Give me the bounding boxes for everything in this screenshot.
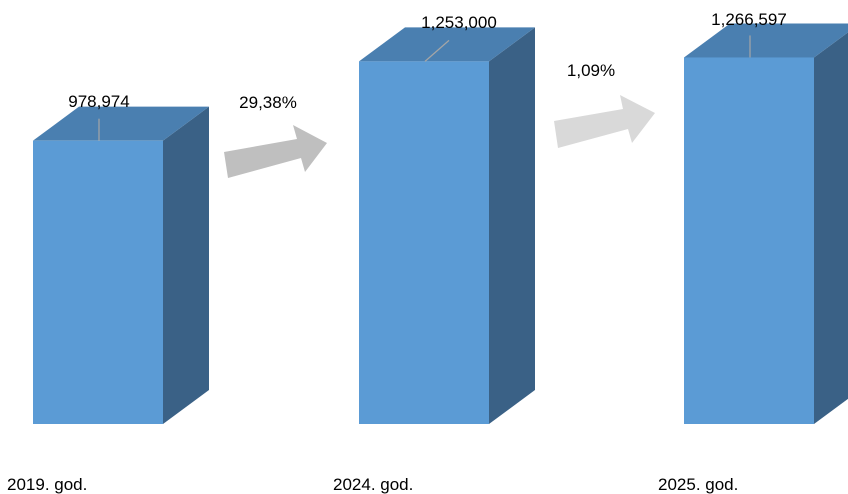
value-label: 978,974 bbox=[68, 92, 129, 111]
bars-group bbox=[33, 23, 848, 424]
bar-front-face bbox=[684, 57, 814, 424]
bar-front-face bbox=[359, 61, 489, 424]
bar-top-face bbox=[359, 27, 535, 62]
category-label: 2024. god. bbox=[333, 475, 413, 494]
growth-arrow-1 bbox=[224, 125, 327, 178]
growth-percent-label: 29,38% bbox=[239, 93, 297, 112]
bar-side-face bbox=[814, 32, 848, 424]
bar-3 bbox=[684, 23, 848, 424]
category-label: 2025. god. bbox=[658, 475, 738, 494]
growth-arrows-group bbox=[224, 95, 655, 178]
bar-top-face bbox=[33, 106, 209, 141]
bar-1 bbox=[33, 106, 209, 424]
value-leader-line bbox=[424, 39, 450, 62]
growth-arrow-2 bbox=[554, 95, 655, 148]
category-label: 2019. god. bbox=[7, 475, 87, 494]
bar-side-face bbox=[163, 106, 209, 424]
value-label: 1,253,000 bbox=[421, 13, 497, 32]
bar-2 bbox=[359, 27, 535, 424]
labels-group: 978,974 2019. god. 1,253,000 2024. god. 1,26… bbox=[7, 10, 787, 494]
value-label: 1,266,597 bbox=[711, 10, 787, 29]
bar-side-face bbox=[489, 27, 535, 424]
bar-top-face bbox=[684, 23, 848, 58]
bar-front-face bbox=[33, 140, 163, 424]
growth-percent-label: 1,09% bbox=[567, 61, 615, 80]
